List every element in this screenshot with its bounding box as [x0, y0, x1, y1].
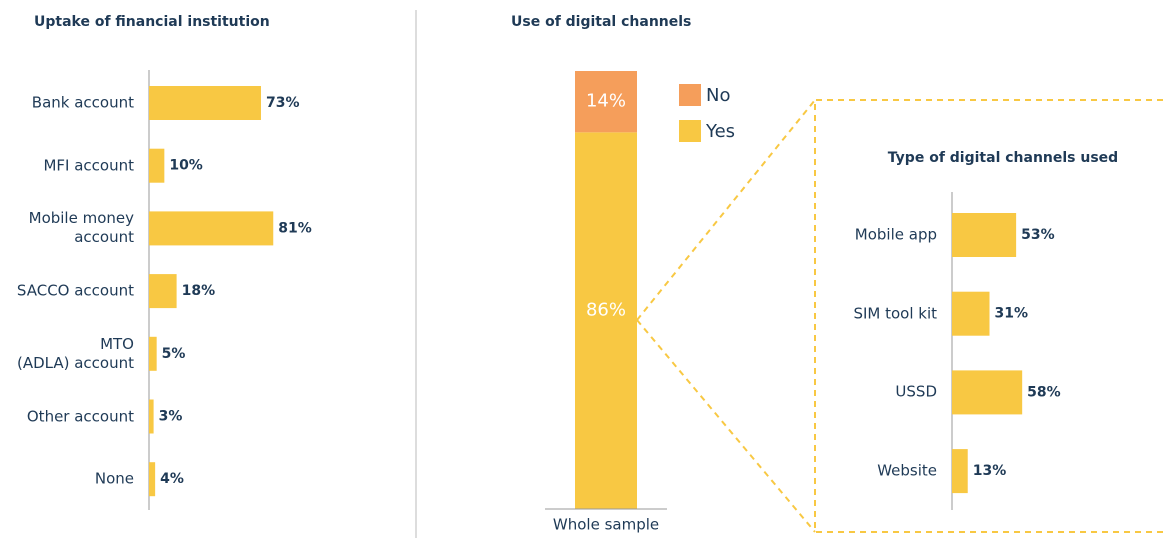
- value-label: 5%: [162, 346, 186, 362]
- zoom-lines: [636, 99, 1163, 533]
- value-label: 4%: [160, 471, 184, 487]
- category-label: Other account: [26, 407, 134, 425]
- bar: [149, 86, 261, 120]
- value-label: 81%: [278, 220, 312, 236]
- legend-label: No: [706, 85, 730, 106]
- category-label: Mobile app: [854, 225, 937, 244]
- bar: [952, 449, 968, 494]
- bar: [149, 211, 274, 246]
- chart-title: Type of digital channels used: [888, 150, 1118, 166]
- bar: [149, 336, 157, 371]
- category-label: Mobile money account: [28, 209, 134, 247]
- bar: [149, 462, 156, 497]
- chart-title: Use of digital channels: [511, 14, 691, 30]
- segment-label: 14%: [586, 91, 626, 112]
- category-label: Website: [877, 461, 937, 480]
- value-label: 18%: [182, 283, 216, 299]
- category-label: SIM tool kit: [853, 304, 937, 323]
- value-label: 73%: [266, 95, 300, 111]
- value-label: 13%: [973, 463, 1007, 479]
- segment-label: 86%: [586, 300, 626, 321]
- category-label: SACCO account: [16, 281, 134, 300]
- value-label: 31%: [995, 306, 1029, 322]
- bar-segment: [575, 71, 637, 133]
- bar: [149, 274, 177, 309]
- legend-swatch: [679, 84, 701, 106]
- bar: [952, 370, 1023, 415]
- legend-swatch: [679, 120, 701, 142]
- bar-segment: [575, 132, 637, 509]
- legend-label: Yes: [705, 121, 735, 142]
- bar: [149, 399, 154, 434]
- category-label: Bank account: [31, 93, 134, 112]
- bar: [149, 148, 165, 183]
- chart-title: Uptake of financial institution: [34, 14, 270, 30]
- bar: [952, 291, 990, 336]
- category-label: None: [94, 469, 134, 488]
- value-label: 10%: [169, 158, 203, 174]
- value-label: 58%: [1027, 384, 1061, 400]
- category-label: USSD: [895, 382, 937, 401]
- value-label: 3%: [159, 409, 183, 425]
- category-label: MTO (ADLA) account: [16, 334, 134, 372]
- category-label: Whole sample: [553, 516, 659, 534]
- bar: [952, 213, 1017, 257]
- value-label: 53%: [1021, 227, 1055, 243]
- category-label: MFI account: [43, 156, 134, 175]
